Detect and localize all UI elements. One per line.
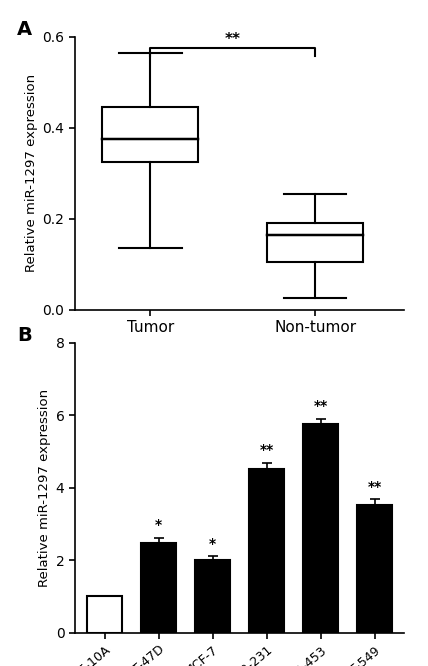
Bar bbox=[141, 543, 176, 633]
Bar bbox=[303, 424, 338, 633]
Bar bbox=[195, 559, 230, 633]
Text: **: ** bbox=[225, 32, 241, 47]
Bar bbox=[357, 505, 392, 633]
Text: **: ** bbox=[314, 399, 328, 413]
Bar bbox=[267, 223, 363, 262]
Y-axis label: Relative miR-1297 expression: Relative miR-1297 expression bbox=[25, 74, 39, 272]
Text: **: ** bbox=[259, 444, 274, 458]
Y-axis label: Relative miR-1297 expression: Relative miR-1297 expression bbox=[39, 389, 51, 587]
Text: *: * bbox=[155, 518, 162, 532]
Bar bbox=[102, 107, 199, 162]
Bar bbox=[87, 597, 122, 633]
Text: *: * bbox=[209, 537, 216, 551]
Text: A: A bbox=[17, 20, 33, 39]
Text: B: B bbox=[17, 326, 32, 344]
Text: **: ** bbox=[368, 480, 382, 494]
Bar bbox=[249, 469, 284, 633]
